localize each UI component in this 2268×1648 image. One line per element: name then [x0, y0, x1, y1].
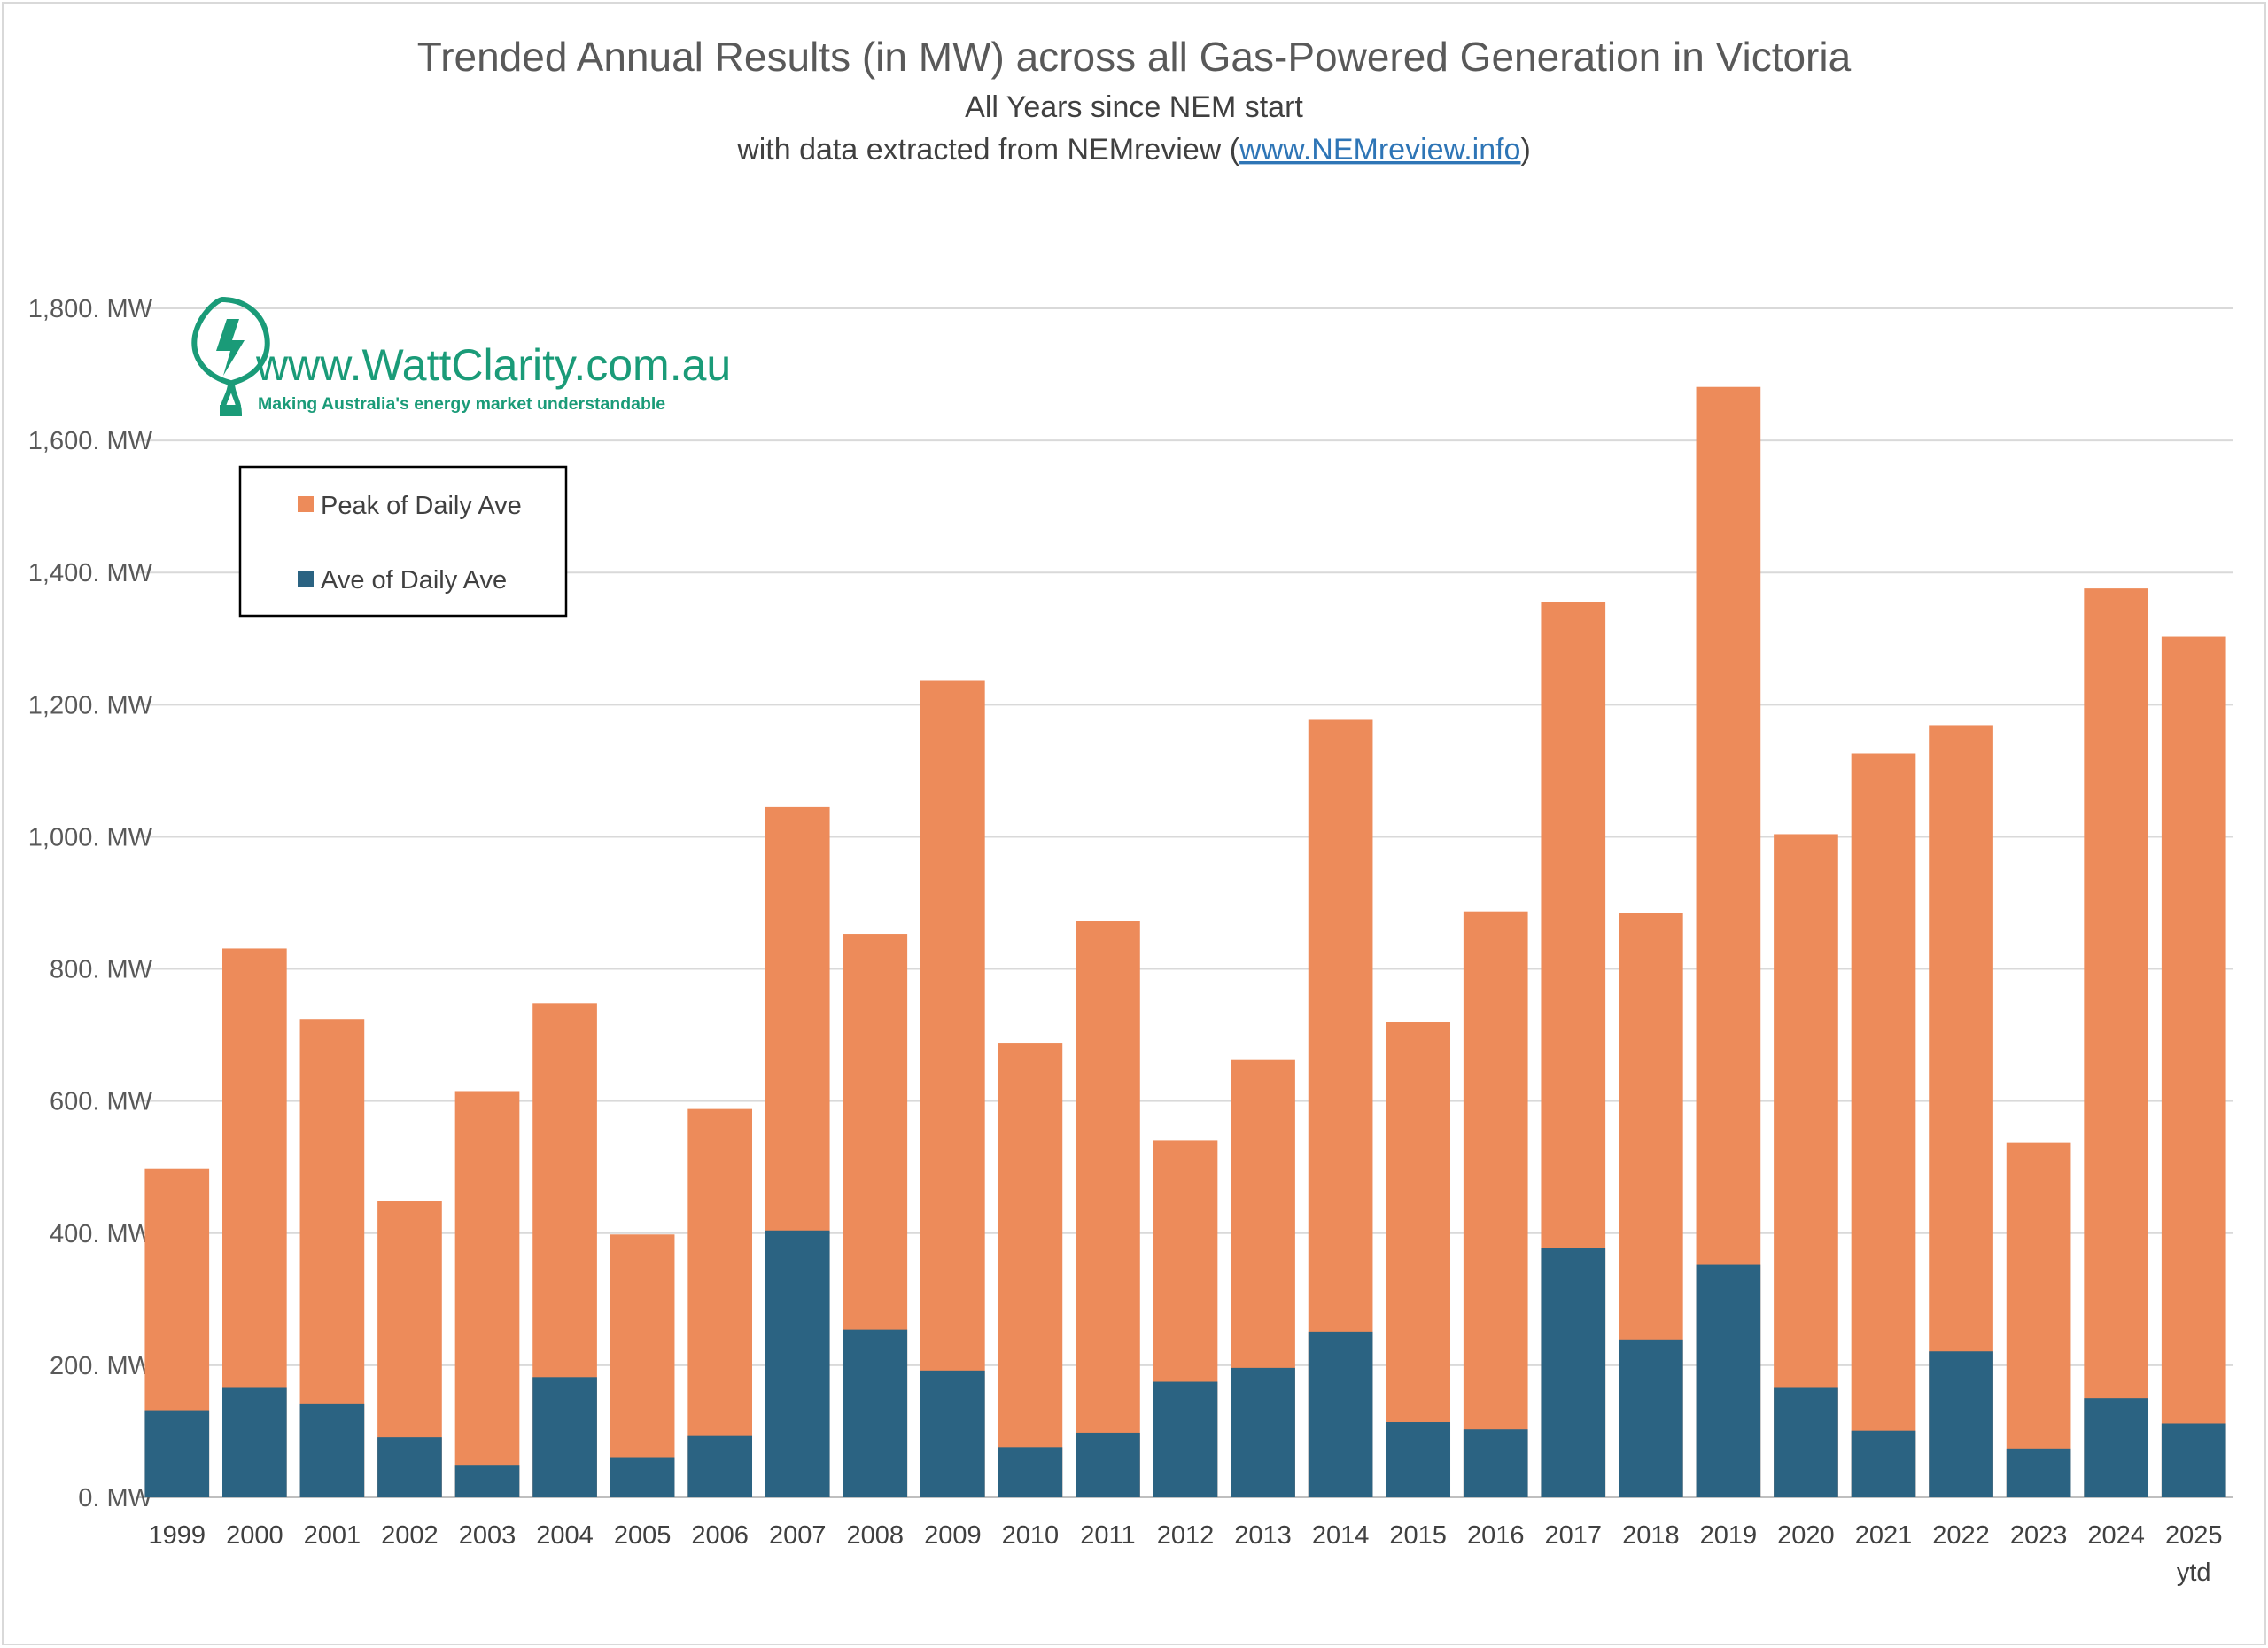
- bar-peak-2016: [1463, 911, 1528, 1497]
- bar-ave-2006: [687, 1435, 753, 1497]
- y-axis: 0. MW 200. MW 400. MW 600. MW 800. MW 1,000. …: [28, 295, 153, 1512]
- legend-swatch-ave: [298, 571, 314, 587]
- bar-ave-2016: [1463, 1429, 1528, 1497]
- bar-ave-2018: [1618, 1339, 1683, 1497]
- subtitle-prefix: with data extracted from NEMreview (: [736, 133, 1240, 167]
- watermark-tagline: Making Australia's energy market underst…: [258, 394, 665, 414]
- bar-ave-2024: [2084, 1398, 2149, 1497]
- bar-peak-2006: [687, 1108, 753, 1497]
- x-axis: 1999 2000 2001 2002 2003 2004 2005 2006 2007 2008…: [149, 1521, 2223, 1587]
- legend-swatch-peak: [298, 496, 314, 512]
- bar-ave-2008: [843, 1329, 908, 1497]
- x-tick-label: 2021: [1855, 1521, 1913, 1550]
- y-tick-label: 1,600. MW: [28, 427, 153, 455]
- x-tick-label: 2023: [2010, 1521, 2068, 1550]
- x-tick-label: 2008: [847, 1521, 905, 1550]
- bar-ave-2005: [610, 1457, 675, 1497]
- bar-ave-2009: [920, 1370, 985, 1497]
- bar-ave-2013: [1231, 1367, 1295, 1497]
- y-tick-label: 200. MW: [50, 1352, 153, 1380]
- x-tick-label: 2003: [459, 1521, 517, 1550]
- x-tick-label: 2000: [226, 1521, 284, 1550]
- bar-peak-2015: [1386, 1022, 1451, 1497]
- bar-ave-2003: [454, 1465, 520, 1497]
- x-tick-label: 2022: [1932, 1521, 1990, 1550]
- bar-peak-2020: [1774, 834, 1838, 1497]
- bar-ave-2012: [1153, 1381, 1218, 1497]
- x-tick-label: 2012: [1157, 1521, 1215, 1550]
- bar-ave-2014: [1308, 1331, 1373, 1497]
- legend-label-peak: Peak of Daily Ave: [321, 492, 522, 520]
- bar-peak-2025: [2161, 636, 2226, 1497]
- bar-peak-2009: [920, 680, 985, 1497]
- y-tick-label: 600. MW: [50, 1088, 153, 1116]
- bar-peak-2011: [1076, 921, 1140, 1497]
- y-tick-label: 1,200. MW: [28, 691, 153, 719]
- x-tick-label: 2020: [1777, 1521, 1835, 1550]
- subtitle-suffix: ): [1520, 133, 1530, 167]
- bar-peak-2021: [1851, 753, 1916, 1497]
- wattclarity-logo: www.WattClarity.com.au Making Australia'…: [191, 296, 731, 416]
- bar-ave-2023: [2006, 1448, 2071, 1497]
- bar-peak-2003: [454, 1091, 520, 1497]
- x-tick-sublabel: ytd: [2177, 1559, 2211, 1587]
- bar-ave-2007: [765, 1230, 830, 1497]
- chart-title: Trended Annual Results (in MW) across al…: [417, 34, 1852, 80]
- x-tick-label: 2013: [1234, 1521, 1292, 1550]
- x-tick-label: 2025: [2165, 1521, 2223, 1550]
- x-tick-label: 2015: [1389, 1521, 1447, 1550]
- bar-ave-2020: [1774, 1387, 1838, 1497]
- watermark-url: www.WattClarity.com.au: [255, 340, 731, 390]
- x-tick-label: 1999: [149, 1521, 206, 1550]
- bar-ave-2010: [998, 1447, 1063, 1497]
- y-tick-label: 0. MW: [78, 1484, 152, 1512]
- bar-ave-2001: [299, 1403, 365, 1497]
- y-tick-label: 800. MW: [50, 956, 153, 984]
- series-ave-bars: [144, 1230, 2226, 1497]
- y-tick-label: 400. MW: [50, 1220, 153, 1248]
- x-tick-label: 2018: [1622, 1521, 1680, 1550]
- x-tick-label: 2016: [1467, 1521, 1525, 1550]
- x-tick-label: 2002: [381, 1521, 439, 1550]
- legend: Peak of Daily Ave Ave of Daily Ave: [238, 465, 568, 618]
- bar-ave-2019: [1696, 1264, 1761, 1497]
- legend-label-ave: Ave of Daily Ave: [321, 566, 507, 595]
- bar-ave-2025: [2161, 1423, 2226, 1497]
- bar-peak-2023: [2006, 1142, 2071, 1497]
- bar-ave-2017: [1541, 1248, 1606, 1497]
- chart-subtitle-1: All Years since NEM start: [965, 90, 1303, 124]
- x-tick-label: 2005: [614, 1521, 672, 1550]
- bar-ave-2015: [1386, 1422, 1451, 1497]
- x-tick-label: 2007: [769, 1521, 827, 1550]
- nemreview-link[interactable]: www.NEMreview.info: [1239, 133, 1520, 167]
- x-tick-label: 2014: [1312, 1521, 1370, 1550]
- x-tick-label: 2001: [304, 1521, 361, 1550]
- bar-ave-2011: [1076, 1432, 1140, 1497]
- bar-ave-2000: [221, 1387, 287, 1497]
- x-tick-label: 2019: [1700, 1521, 1758, 1550]
- lightbulb-bolt-icon: [191, 296, 270, 416]
- x-tick-label: 2004: [536, 1521, 594, 1550]
- bar-peak-2024: [2084, 588, 2149, 1498]
- x-tick-label: 2010: [1002, 1521, 1060, 1550]
- legend-box: [238, 465, 568, 618]
- bar-ave-1999: [144, 1410, 210, 1497]
- bar-peak-2005: [610, 1234, 675, 1497]
- bar-ave-2022: [1929, 1351, 1993, 1497]
- bar-ave-2002: [377, 1437, 442, 1497]
- bar-peak-2010: [998, 1043, 1063, 1497]
- bar-ave-2021: [1851, 1430, 1916, 1497]
- chart: Trended Annual Results (in MW) across al…: [28, 34, 2233, 1587]
- x-tick-label: 2024: [2087, 1521, 2145, 1550]
- x-tick-label: 2009: [924, 1521, 982, 1550]
- y-tick-label: 1,800. MW: [28, 295, 153, 323]
- y-tick-label: 1,000. MW: [28, 823, 153, 851]
- y-tick-label: 1,400. MW: [28, 559, 153, 587]
- x-tick-label: 2017: [1545, 1521, 1603, 1550]
- x-tick-label: 2006: [691, 1521, 749, 1550]
- chart-subtitle-2: with data extracted from NEMreview (www.…: [736, 133, 1531, 167]
- x-tick-label: 2011: [1080, 1521, 1135, 1550]
- bar-ave-2004: [532, 1377, 597, 1497]
